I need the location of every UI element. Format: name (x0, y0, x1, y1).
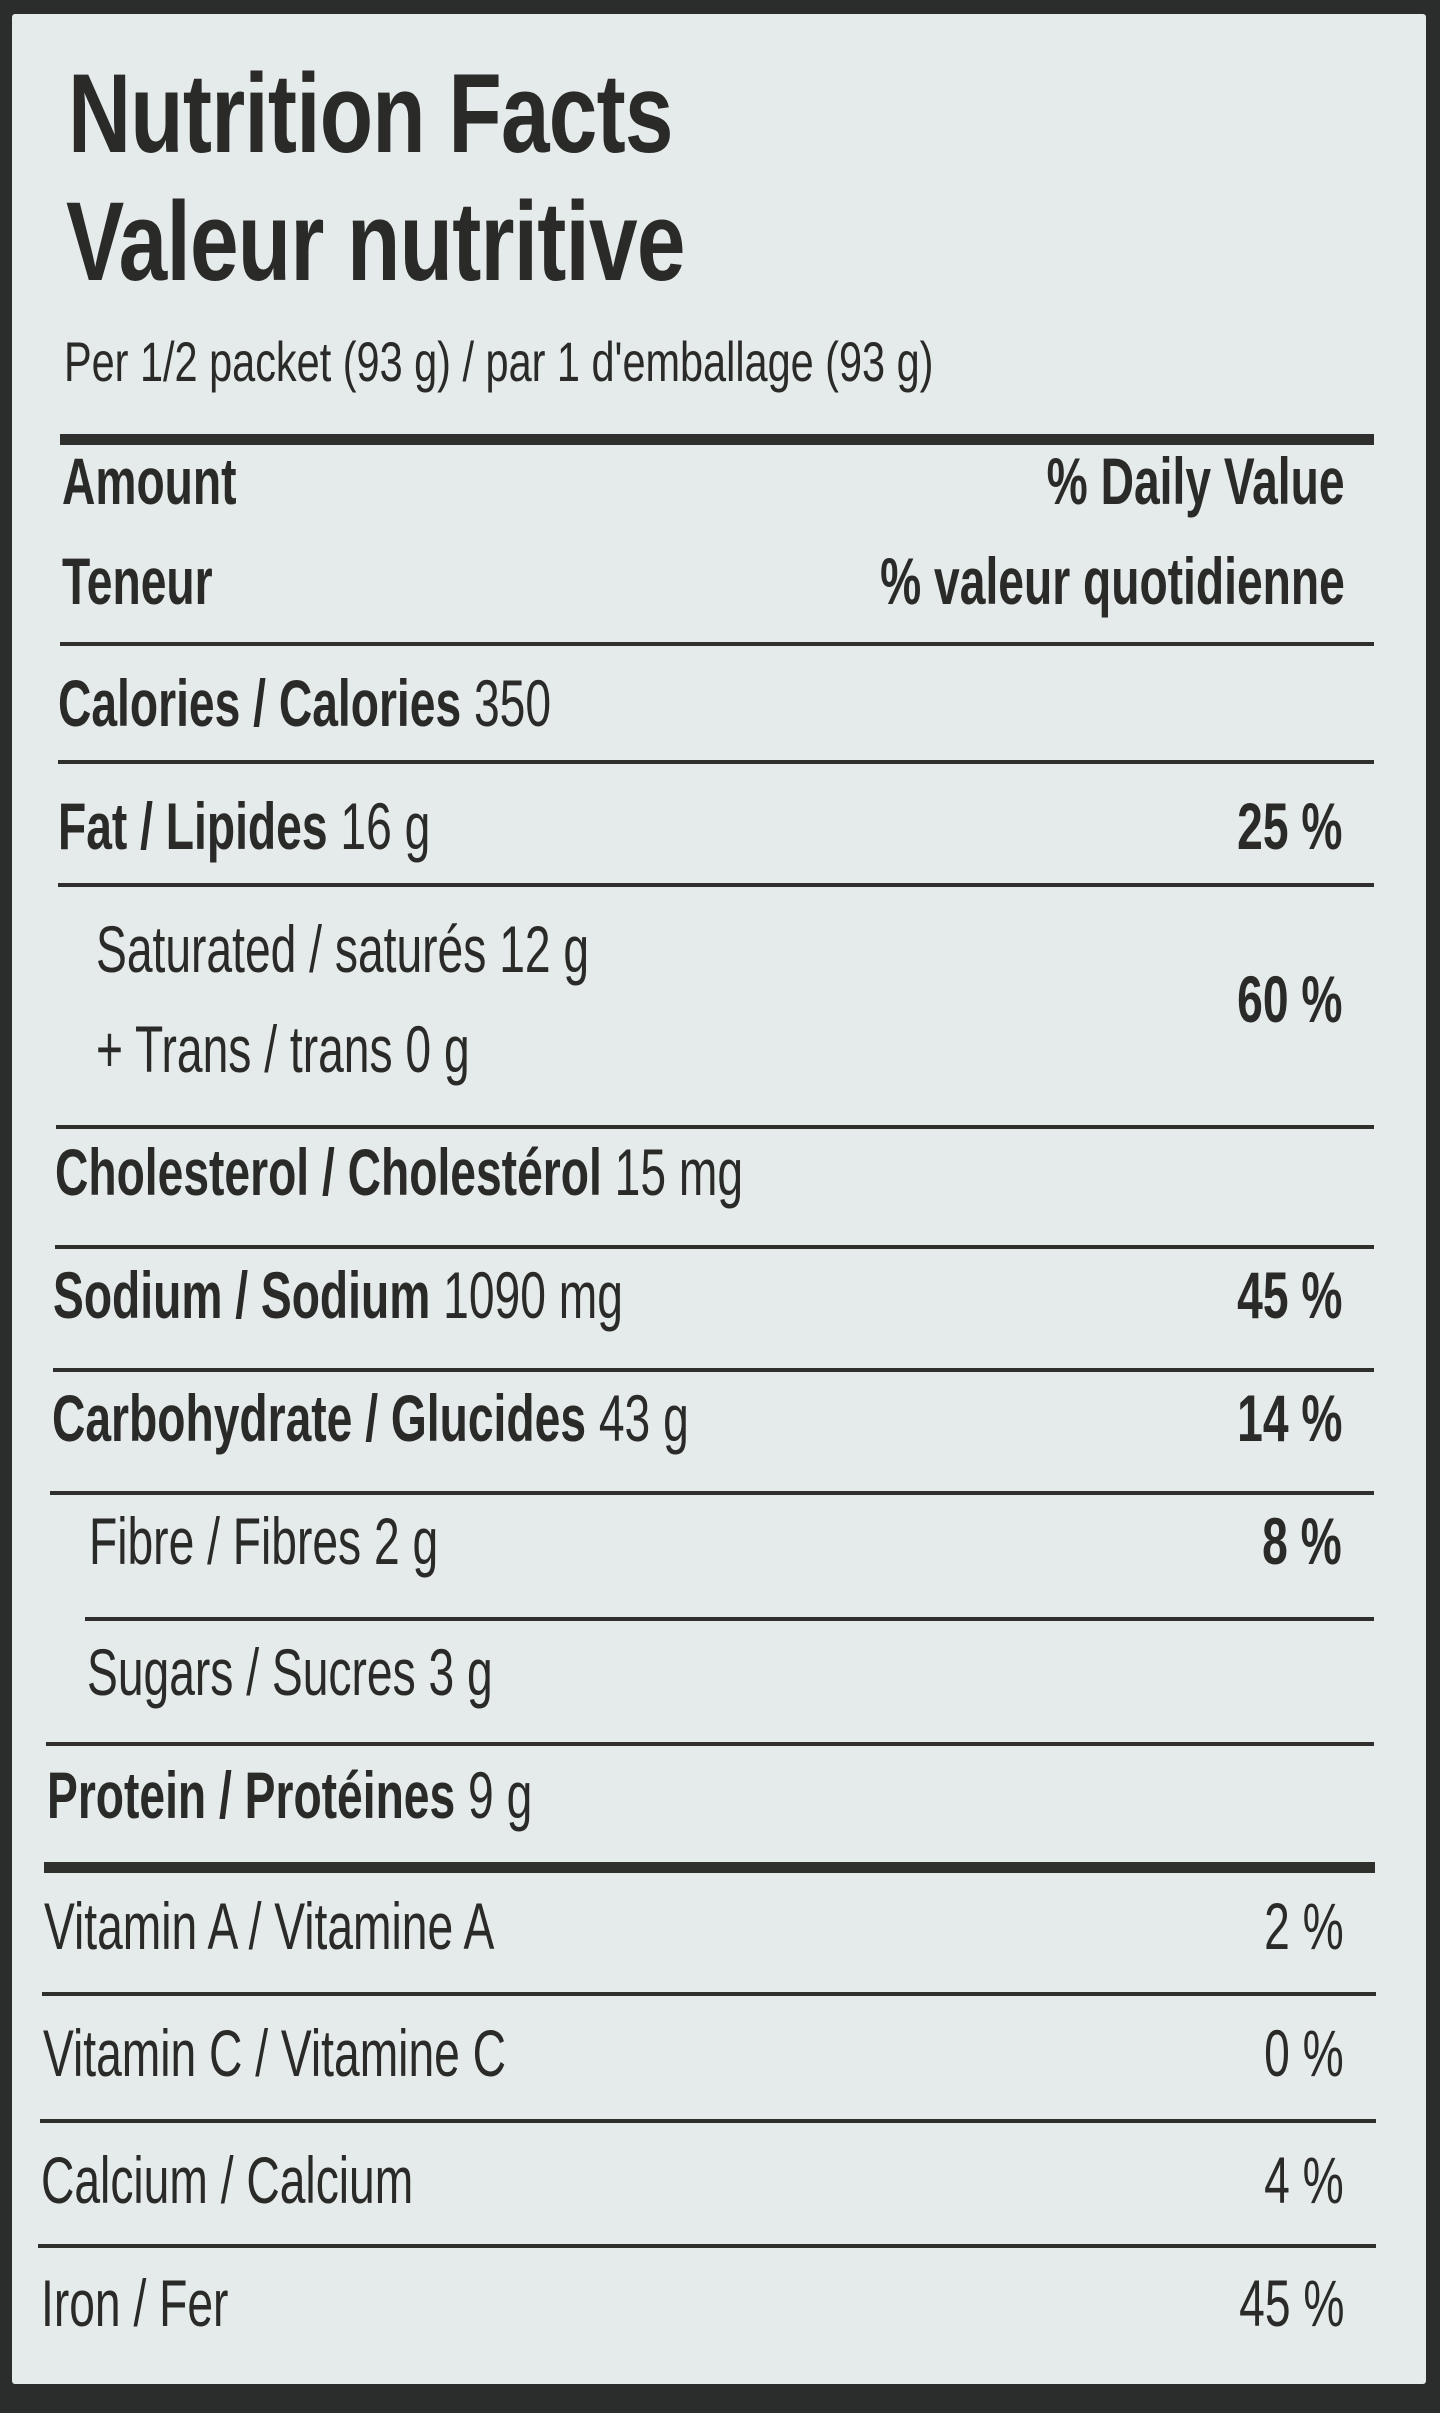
nutrition-label (12, 14, 1426, 2384)
dv-header: % Daily Value (1047, 444, 1345, 518)
row-carbohydrate: Carbohydrate / Glucides 43 g (52, 1381, 689, 1455)
row-saturated: Saturated / saturés 12 g (96, 912, 590, 986)
dv-sodium: 45 % (1236, 1258, 1342, 1332)
divider (60, 642, 1374, 646)
row-cholesterol: Cholesterol / Cholestérol 15 mg (55, 1135, 744, 1209)
divider (53, 1368, 1374, 1372)
dv-vitamin-c: 0 % (1264, 2016, 1344, 2090)
dv-fat: 25 % (1236, 789, 1342, 863)
divider (58, 883, 1374, 887)
dv-iron: 45 % (1238, 2266, 1344, 2340)
row-iron: Iron / Fer (41, 2266, 229, 2340)
divider (58, 760, 1374, 764)
amount-header: Amount (62, 444, 237, 518)
row-calcium: Calcium / Calcium (41, 2143, 414, 2217)
row-sugars: Sugars / Sucres 3 g (87, 1635, 493, 1709)
dv-carbohydrate: 14 % (1236, 1381, 1342, 1455)
divider (38, 2244, 1376, 2248)
row-fibre: Fibre / Fibres 2 g (89, 1504, 439, 1578)
vq-header: % valeur quotidienne (880, 544, 1345, 618)
dv-fibre: 8 % (1262, 1504, 1342, 1578)
divider (56, 1125, 1374, 1129)
divider (46, 1742, 1374, 1746)
dv-calcium: 4 % (1264, 2143, 1344, 2217)
row-calories: Calories / Calories 350 (58, 666, 552, 740)
title-fr: Valeur nutritive (66, 179, 685, 304)
row-fat: Fat / Lipides 16 g (58, 789, 431, 863)
row-sodium: Sodium / Sodium 1090 mg (53, 1258, 623, 1332)
divider-thick (44, 1862, 1375, 1873)
divider (40, 2119, 1376, 2123)
dv-vitamin-a: 2 % (1264, 1889, 1344, 1963)
teneur-header: Teneur (62, 544, 213, 618)
divider-thick (60, 434, 1374, 445)
title-en: Nutrition Facts (68, 51, 673, 176)
row-vitamin-a: Vitamin A / Vitamine A (44, 1889, 495, 1963)
dv-saturated-trans: 60 % (1236, 962, 1342, 1036)
divider (85, 1617, 1374, 1621)
divider (50, 1491, 1374, 1495)
divider (42, 1992, 1376, 1996)
row-protein: Protein / Protéines 9 g (47, 1758, 533, 1832)
serving-size: Per 1/2 packet (93 g) / par 1 d'emballag… (64, 330, 934, 393)
row-vitamin-c: Vitamin C / Vitamine C (43, 2016, 507, 2090)
row-trans: + Trans / trans 0 g (96, 1012, 470, 1086)
divider (55, 1245, 1374, 1249)
